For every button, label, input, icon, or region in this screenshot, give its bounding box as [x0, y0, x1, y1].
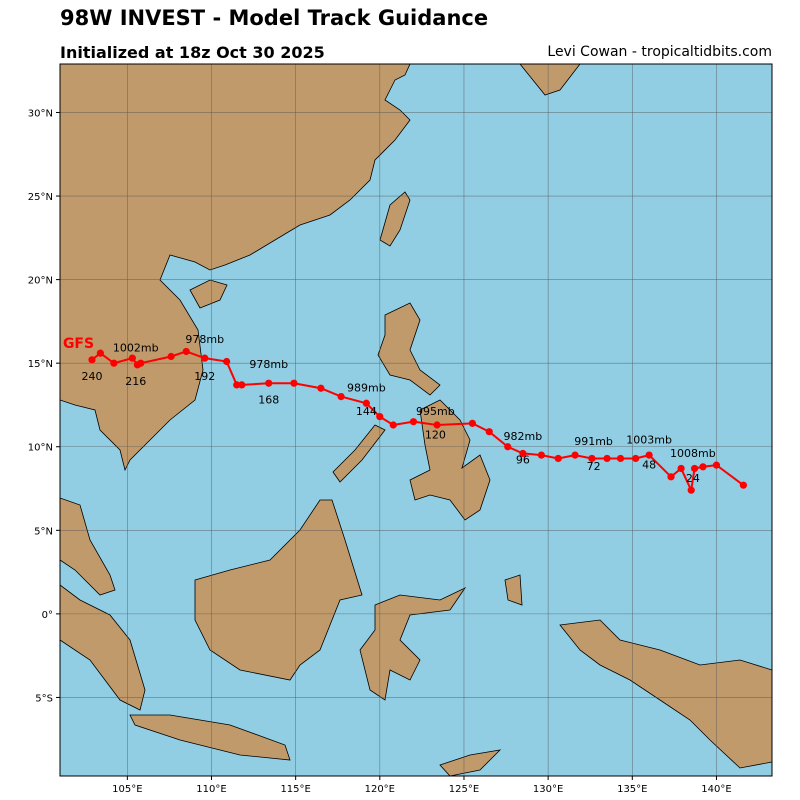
track-point	[128, 354, 136, 362]
land-taiwan	[379, 191, 411, 247]
track-point	[677, 464, 685, 473]
lon-tick-label: 125°E	[449, 784, 479, 795]
lat-tick-label: 5°S	[35, 693, 53, 704]
land-malay-peninsula	[60, 497, 116, 596]
lat-tick-label: 5°N	[34, 526, 53, 537]
track-point	[603, 454, 611, 463]
credit: Levi Cowan - tropicaltidbits.com	[547, 44, 772, 60]
track-line-gfs	[91, 350, 744, 494]
track-point	[337, 393, 345, 401]
track-point	[645, 451, 653, 459]
land-japan-island	[519, 64, 581, 96]
track-point	[571, 451, 579, 459]
forecast-hour-label: 216	[125, 375, 146, 388]
lon-tick-label: 105°E	[112, 784, 142, 795]
track-point	[667, 473, 675, 481]
track-point	[88, 356, 96, 364]
pressure-label: 989mb	[347, 382, 386, 395]
track-point	[433, 421, 441, 429]
forecast-hour-label: 48	[642, 458, 656, 471]
lat-tick-label: 25°N	[28, 192, 53, 203]
track-point	[362, 399, 370, 407]
land-halmahera	[504, 574, 523, 606]
forecast-hour-label: 120	[425, 428, 446, 441]
track-point	[712, 461, 721, 469]
land-sumatra	[60, 584, 146, 711]
track-point	[223, 357, 231, 366]
model-label-gfs: GFS	[63, 336, 94, 352]
pressure-label: 1003mb	[626, 433, 672, 446]
track-point	[133, 361, 142, 369]
land-sulawesi	[359, 586, 467, 701]
track-point	[201, 354, 209, 362]
track-point	[238, 381, 246, 389]
lat-tick-label: 0°	[42, 610, 53, 621]
lon-tick-label: 140°E	[701, 784, 731, 795]
forecast-hour-label: 96	[516, 453, 530, 466]
track-point	[110, 359, 118, 367]
track-point	[588, 454, 596, 463]
forecast-hour-label: 72	[587, 460, 601, 473]
track-point	[537, 451, 545, 459]
track-point	[409, 418, 418, 426]
pressure-label: 1008mb	[670, 447, 716, 460]
track-point	[317, 384, 325, 392]
track-point	[632, 454, 640, 463]
land-mainland-asia	[60, 64, 411, 472]
pressure-label: 995mb	[416, 405, 455, 418]
pressure-label: 1002mb	[113, 341, 159, 354]
lat-tick-label: 20°N	[28, 276, 53, 287]
land-new-guinea	[559, 619, 772, 769]
track-point	[690, 464, 699, 473]
track-point	[554, 454, 562, 463]
lon-tick-label: 135°E	[617, 784, 647, 795]
track-point	[504, 443, 512, 451]
land-mindanao-visayas	[409, 399, 491, 521]
track-point	[699, 463, 707, 471]
track-point	[485, 428, 493, 436]
forecast-hour-label: 144	[356, 405, 377, 418]
forecast-hour-label: 192	[194, 370, 215, 383]
track-point	[376, 413, 384, 421]
pressure-label: 978mb	[185, 333, 224, 346]
land-java	[129, 714, 291, 761]
lat-tick-label: 30°N	[28, 108, 53, 119]
track-point	[468, 419, 476, 427]
forecast-hour-label: 240	[81, 370, 102, 383]
pressure-label: 978mb	[249, 358, 288, 371]
track-point	[167, 352, 175, 361]
land-timor	[439, 749, 502, 776]
map-frame	[59, 63, 773, 777]
lat-tick-label: 10°N	[28, 443, 53, 454]
track-point	[739, 481, 747, 489]
track-point	[182, 347, 190, 356]
chart-subtitle: Initialized at 18z Oct 30 2025	[60, 43, 325, 62]
track-point	[687, 486, 695, 494]
track-point	[616, 454, 625, 463]
track-point	[265, 379, 273, 387]
lon-tick-label: 110°E	[196, 784, 226, 795]
forecast-hour-label: 168	[258, 393, 279, 406]
lat-tick-label: 15°N	[28, 359, 53, 370]
chart-title: 98W INVEST - Model Track Guidance	[60, 6, 489, 30]
land-hainan	[189, 279, 228, 309]
land-palawan	[332, 424, 386, 483]
pressure-label: 982mb	[504, 430, 543, 443]
track-point	[389, 421, 397, 429]
track-point	[519, 449, 527, 458]
lon-tick-label: 120°E	[365, 784, 395, 795]
track-point	[233, 381, 241, 389]
track-point	[96, 349, 104, 357]
lon-tick-label: 130°E	[533, 784, 563, 795]
land-borneo	[194, 499, 363, 681]
pressure-label: 991mb	[574, 435, 613, 448]
forecast-hour-label: 24	[686, 472, 700, 485]
lon-tick-label: 115°E	[280, 784, 310, 795]
track-point	[290, 379, 298, 387]
land-luzon	[377, 302, 441, 396]
